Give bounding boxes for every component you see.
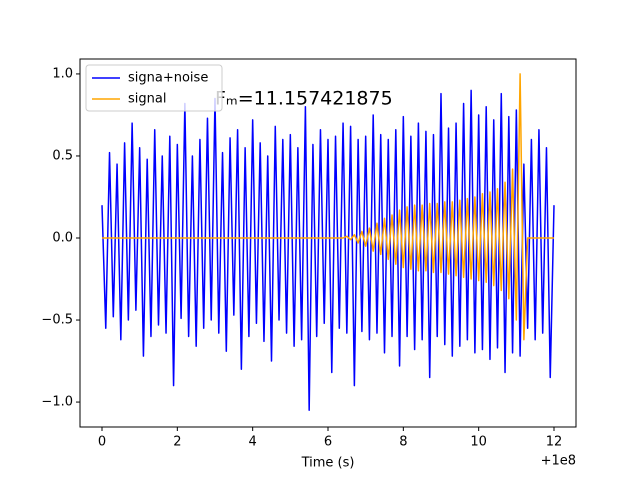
- y-tick-label: −1.0: [41, 395, 73, 410]
- x-tick-label: 6: [324, 435, 332, 450]
- y-tick-label: −0.5: [41, 313, 73, 328]
- y-tick-label: 1.0: [52, 66, 73, 81]
- series-line: [101, 89, 555, 412]
- x-tick-label: 10: [470, 435, 487, 450]
- y-tick-label: 0.0: [52, 230, 73, 245]
- x-tick-label: 8: [399, 435, 407, 450]
- x-tick-label: 12: [546, 435, 563, 450]
- legend-label: signal: [128, 92, 166, 107]
- series-line: [102, 73, 554, 341]
- y-tick-label: 0.5: [52, 148, 73, 163]
- x-offset-label: +1e8: [541, 454, 576, 469]
- x-tick-label: 2: [173, 435, 181, 450]
- x-tick-label: 4: [249, 435, 257, 450]
- annotation: Fₘ=11.157421875: [215, 88, 393, 110]
- legend-label: signa+noise: [128, 71, 208, 86]
- x-axis-label: Time (s): [301, 456, 355, 471]
- x-tick-label: 0: [98, 435, 106, 450]
